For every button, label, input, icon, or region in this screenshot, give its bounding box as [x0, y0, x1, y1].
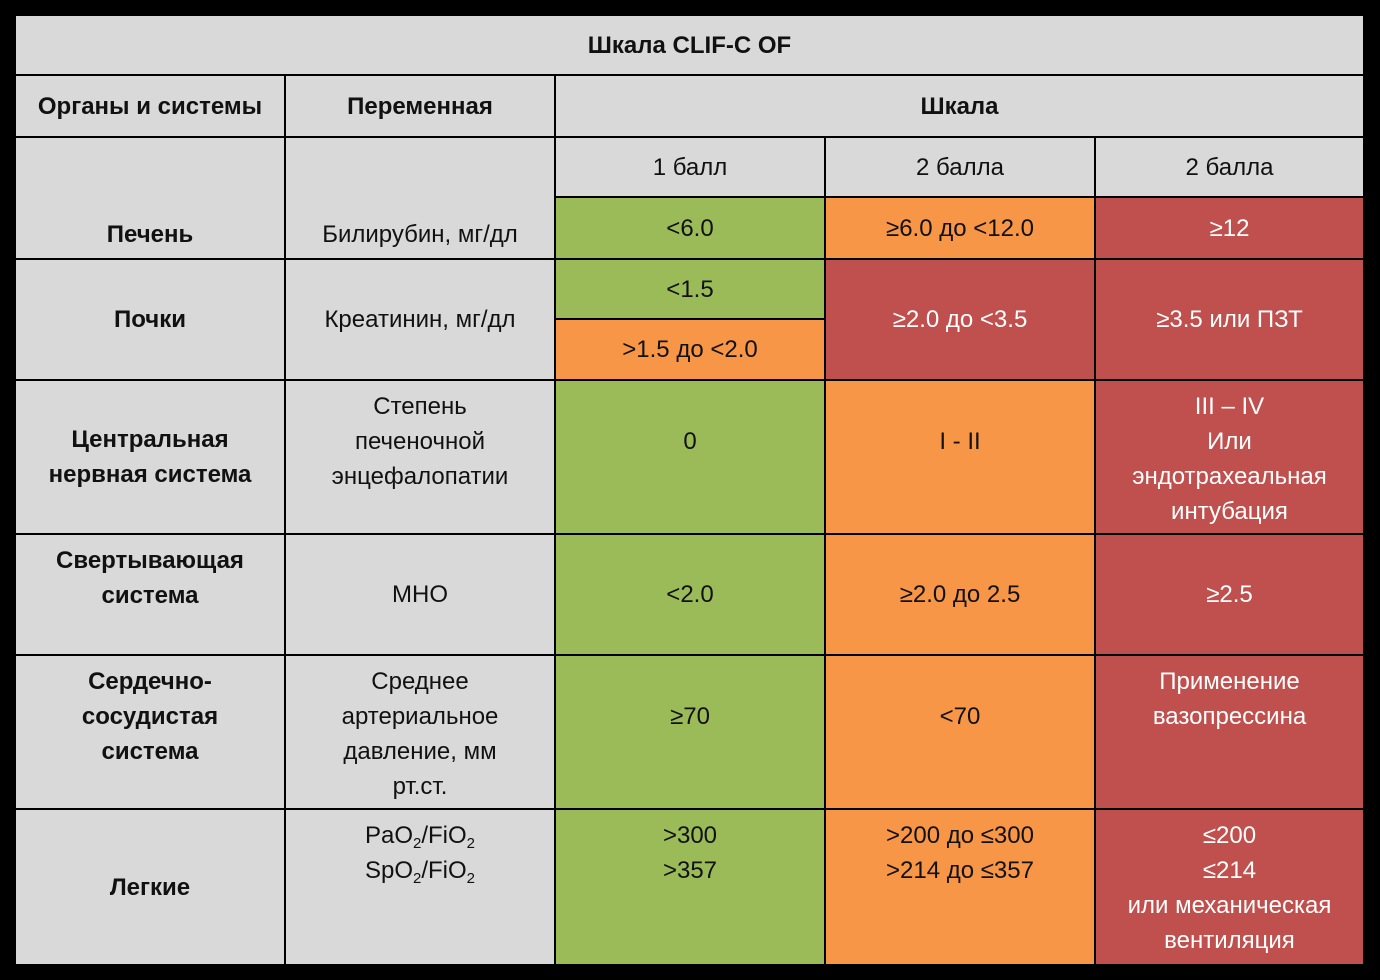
lungs-variable-spo2-fio2: SpO2/FiO2 [364, 857, 476, 887]
lungs-score-3-line: ≤214 [1202, 857, 1257, 884]
row-kidney-organ: Почки [16, 260, 284, 379]
coag-organ-line: система [101, 582, 199, 609]
lungs-score-3-line: вентиляция [1164, 927, 1295, 954]
lungs-score-1-line: >300 [662, 822, 718, 849]
row-liver-organ: Печень [16, 138, 284, 258]
cardio-score-3-line: Применение [1159, 668, 1300, 695]
lungs-variable-pao2-fio2: PaO2/FiO2 [364, 822, 476, 852]
cns-score-3-line: интубация [1171, 498, 1288, 525]
row-cns-variable: Степень печеночной энцефалопатии [286, 381, 554, 533]
cardio-variable-line: артериальное [341, 703, 499, 730]
score-label-3: 2 балла [1096, 138, 1363, 196]
cns-score-3-line: Или [1207, 428, 1252, 455]
kidney-score-2: ≥2.0 до <3.5 [826, 260, 1094, 379]
lungs-score-3: ≤200 ≤214 или механическая вентиляция [1096, 810, 1363, 964]
cns-score-3-line: эндотрахеальная [1132, 463, 1327, 490]
row-cardio-variable: Среднее артериальное давление, мм рт.ст. [286, 656, 554, 808]
cardio-score-2: <70 [826, 656, 1094, 808]
row-coag-organ: Свертывающая система [16, 535, 284, 654]
liver-score-3: ≥12 [1096, 198, 1363, 258]
cardio-variable-line: Среднее [371, 668, 469, 695]
lungs-score-1: >300 >357 [556, 810, 824, 964]
row-lungs-variable: PaO2/FiO2 SpO2/FiO2 [286, 810, 554, 964]
coag-organ-line: Свертывающая [56, 547, 244, 574]
coag-score-1: <2.0 [556, 535, 824, 654]
row-liver-variable: Билирубин, мг/дл [286, 138, 554, 258]
cardio-variable-line: рт.ст. [392, 773, 448, 800]
row-cardio-organ: Сердечно- сосудистая система [16, 656, 284, 808]
cardio-variable-line: давление, мм [343, 738, 497, 765]
header-scale: Шкала [556, 76, 1363, 136]
row-cns-organ: Центральная нервная система [16, 381, 284, 533]
cardio-organ-line: система [101, 738, 199, 765]
row-lungs-organ: Легкие [16, 810, 284, 964]
liver-score-2: ≥6.0 до <12.0 [826, 198, 1094, 258]
clif-c-of-table: Шкала CLIF-C OF Органы и системы Перемен… [14, 14, 1365, 966]
cns-score-3-line: III – IV [1194, 393, 1265, 420]
cardio-score-3-line: вазопрессина [1152, 703, 1307, 730]
lungs-score-3-line: ≤200 [1202, 822, 1257, 849]
coag-score-2: ≥2.0 до 2.5 [826, 535, 1094, 654]
row-coag-variable: МНО [286, 535, 554, 654]
cns-score-1: 0 [556, 381, 824, 533]
table-title: Шкала CLIF-C OF [16, 16, 1363, 74]
kidney-score-1b: >1.5 до <2.0 [556, 320, 824, 379]
cns-organ-line: Центральная [71, 426, 229, 453]
header-organ: Органы и системы [16, 76, 284, 136]
row-kidney-variable: Креатинин, мг/дл [286, 260, 554, 379]
cns-variable-line: печеночной [355, 428, 485, 455]
cardio-score-1: ≥70 [556, 656, 824, 808]
cardio-score-3: Применение вазопрессина [1096, 656, 1363, 808]
kidney-score-1a: <1.5 [556, 260, 824, 318]
cns-score-3: III – IV Или эндотрахеальная интубация [1096, 381, 1363, 533]
lungs-score-2-line: >214 до ≤357 [886, 857, 1034, 884]
lungs-score-3-line: или механическая [1127, 892, 1332, 919]
coag-score-3: ≥2.5 [1096, 535, 1363, 654]
header-variable: Переменная [286, 76, 554, 136]
score-label-1: 1 балл [556, 138, 824, 196]
lungs-score-1-line: >357 [662, 857, 718, 884]
cardio-organ-line: сосудистая [81, 703, 219, 730]
cns-organ-line: нервная система [48, 461, 252, 488]
lungs-score-2-line: >200 до ≤300 [886, 822, 1034, 849]
cns-variable-line: Степень [373, 393, 467, 420]
liver-score-1: <6.0 [556, 198, 824, 258]
cns-score-2: I - II [826, 381, 1094, 533]
lungs-score-2: >200 до ≤300 >214 до ≤357 [826, 810, 1094, 964]
cardio-organ-line: Сердечно- [88, 668, 212, 695]
kidney-score-3: ≥3.5 или ПЗТ [1096, 260, 1363, 379]
score-label-2: 2 балла [826, 138, 1094, 196]
cns-variable-line: энцефалопатии [331, 463, 509, 490]
